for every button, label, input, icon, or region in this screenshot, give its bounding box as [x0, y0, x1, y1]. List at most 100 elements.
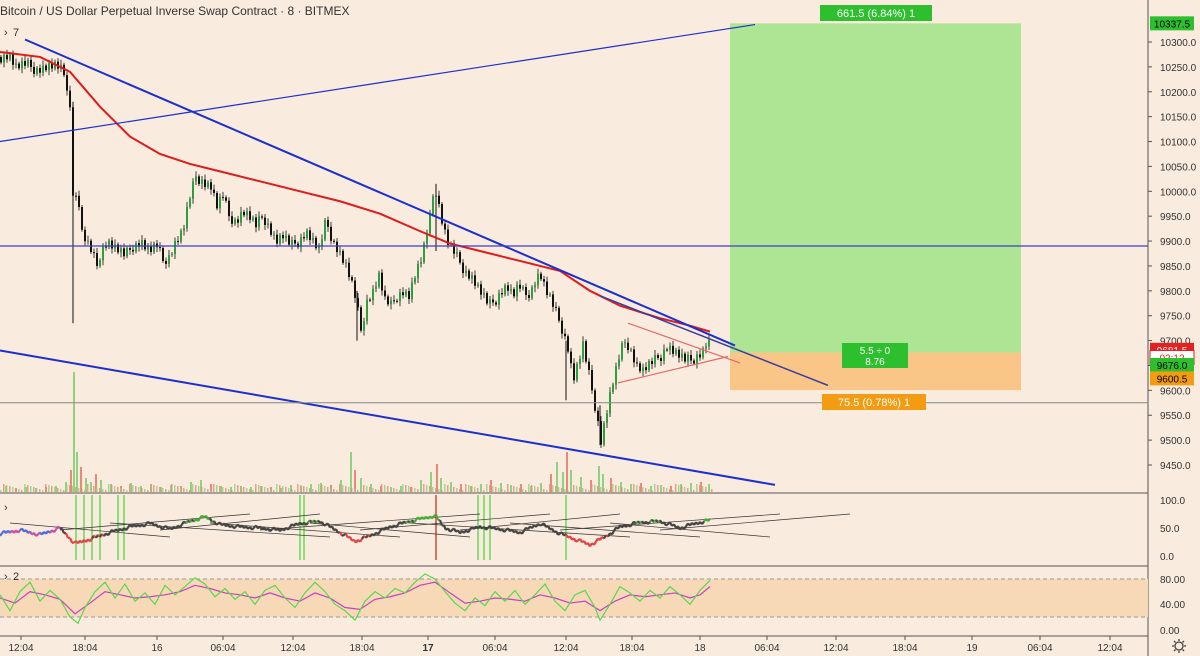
volume-bar: [393, 488, 395, 492]
volume-bar: [378, 490, 380, 492]
candle-body: [591, 369, 593, 391]
chevron-right-icon: ›: [4, 502, 8, 514]
volume-bar: [250, 487, 252, 492]
candle-body: [513, 289, 515, 297]
volume-bar: [549, 484, 551, 492]
candle-body: [138, 243, 140, 247]
oscillator-line: [665, 523, 669, 527]
oscillator-line: [701, 520, 705, 525]
settings-gear-icon[interactable]: [1172, 639, 1186, 653]
pane2-indicator-toggle[interactable]: ›: [4, 502, 8, 514]
candle-body: [348, 262, 350, 278]
volume-bar: [141, 488, 143, 492]
candle-body: [48, 63, 50, 71]
candle-body: [201, 179, 203, 184]
volume-bar: [624, 488, 626, 492]
oscillator-line: [341, 533, 345, 537]
volume-bar: [147, 490, 149, 492]
candle-body: [660, 358, 662, 361]
price-axis[interactable]: 10300.0 10250.0 10200.0 10150.0 10100.0 10050…: [1148, 16, 1197, 472]
candle-body: [462, 262, 464, 274]
candle-body: [681, 353, 683, 358]
volume-bar: [636, 485, 638, 492]
price-tick-label: 9750.0: [1160, 312, 1191, 323]
main-pane-indicator-toggle[interactable]: › 7: [4, 27, 19, 39]
candle-body: [465, 270, 467, 274]
volume-bar: [570, 470, 572, 492]
volume-bar: [273, 490, 275, 492]
volume-bar: [528, 484, 530, 492]
volume-bar: [411, 487, 413, 492]
oscillator-line: [35, 533, 39, 537]
pane3-indicator-toggle[interactable]: › 2: [4, 571, 19, 583]
profit-label-box: [820, 5, 932, 21]
candle-body: [414, 278, 416, 283]
volume-bar: [420, 490, 422, 492]
volume-bar: [42, 490, 44, 492]
oscillator-line: [251, 526, 255, 531]
oscillator-line: [161, 526, 165, 530]
volume-bar: [183, 488, 185, 492]
candle-body: [624, 342, 626, 344]
volume-bar: [660, 486, 662, 492]
rsi-tick-label: 80.00: [1160, 575, 1185, 586]
volume-bar: [516, 487, 518, 492]
time-tick-label: 12:04: [823, 643, 848, 654]
candle-body: [174, 241, 176, 254]
volume-bar: [648, 489, 650, 492]
candle-body: [630, 349, 632, 351]
price-tag-box: [1150, 371, 1194, 386]
oscillator-line: [53, 528, 57, 533]
volume-bar: [711, 489, 713, 492]
candle-body: [393, 300, 395, 302]
candle-body: [531, 287, 533, 298]
candle-body: [639, 363, 641, 372]
candle-body: [285, 235, 287, 239]
oscillator-line: [89, 537, 93, 543]
volume-bar: [562, 472, 564, 492]
volume-bar: [12, 487, 14, 492]
volume-bar: [114, 486, 116, 492]
volume-bar: [80, 467, 82, 492]
oscillator-line: [57, 525, 61, 530]
volume-bar: [306, 487, 308, 492]
long-position-tool[interactable]: [730, 23, 1021, 391]
volume-bar: [340, 480, 342, 492]
oscillator-line: [629, 523, 633, 528]
candle-body: [213, 189, 215, 193]
candle-body: [369, 299, 371, 301]
volume-bar: [507, 484, 509, 492]
channel-line: [559, 513, 781, 531]
rsi-line: [0, 573, 711, 625]
volume-bar: [261, 486, 263, 492]
candle-body: [318, 246, 320, 249]
candle-body: [468, 270, 470, 279]
candle-body: [339, 250, 341, 253]
volume-bar: [477, 488, 479, 492]
time-tick-label: 06:04: [1027, 643, 1052, 654]
oscillator-axis: 100.0 50.0 0.0: [1160, 496, 1185, 563]
time-axis[interactable]: 12:04 18:04 16 06:04 12:04 18:04 17 06:04 12:04 1…: [8, 636, 1123, 654]
volume-bar: [492, 486, 494, 492]
candle-body: [546, 281, 548, 296]
oscillator-line: [317, 519, 321, 524]
trend-lines[interactable]: [0, 23, 1148, 486]
candle-body: [6, 54, 8, 60]
candle-body: [459, 252, 461, 263]
oscillator-line: [539, 523, 543, 527]
candle-body: [357, 297, 359, 308]
volume-bar: [55, 486, 57, 492]
volume-bar: [0, 490, 2, 492]
pane-frame: [0, 0, 1149, 656]
volume-bar: [310, 484, 312, 492]
volume-bar: [696, 484, 698, 492]
volume-bar: [510, 485, 512, 492]
candle-body: [3, 54, 5, 63]
candle-body: [267, 223, 269, 225]
candle-body: [594, 390, 596, 411]
volume-bar: [672, 490, 674, 492]
volume-bar: [438, 489, 440, 492]
volume-bar: [48, 485, 50, 492]
candle-body: [108, 240, 110, 248]
